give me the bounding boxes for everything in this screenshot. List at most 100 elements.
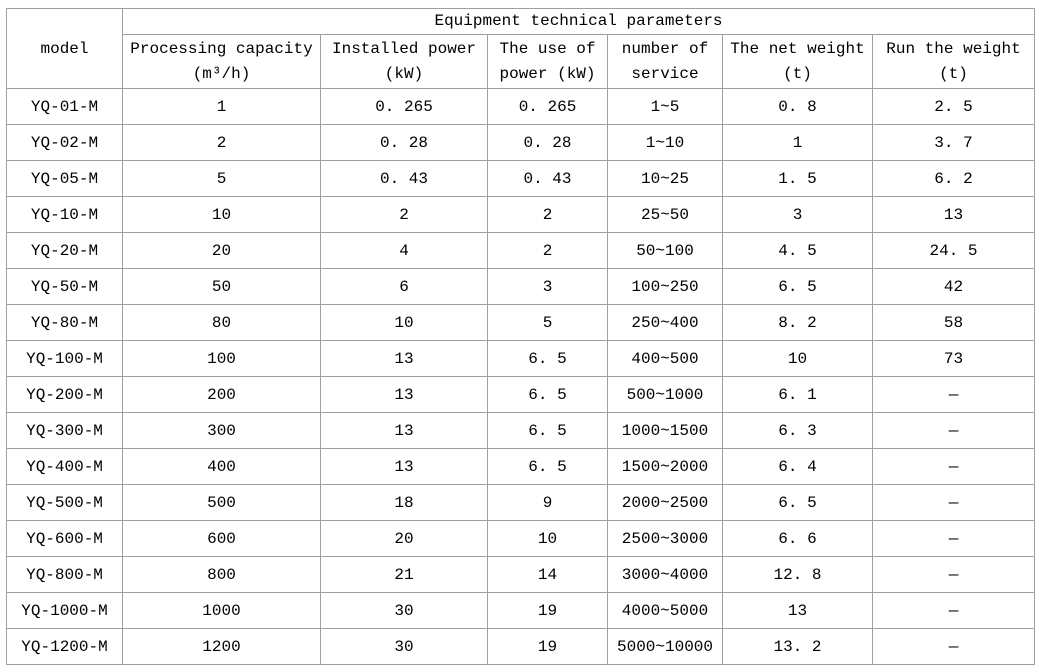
- model-cell: YQ-02-M: [6, 124, 123, 161]
- model-cell: YQ-05-M: [6, 160, 123, 197]
- model-cell: YQ-500-M: [6, 484, 123, 521]
- table-row: YQ-20-M 20 4 2 50~100 4. 5 24. 5: [6, 232, 1035, 269]
- table-row: YQ-05-M 5 0. 43 0. 43 10~25 1. 5 6. 2: [6, 160, 1035, 197]
- table-row: YQ-100-M 100 13 6. 5 400~500 10 73: [6, 340, 1035, 377]
- model-cell: YQ-200-M: [6, 376, 123, 413]
- model-column-header: model: [6, 8, 123, 89]
- value-cell: 100: [122, 340, 321, 377]
- value-cell: —: [872, 484, 1035, 521]
- model-cell: YQ-100-M: [6, 340, 123, 377]
- value-cell: 400~500: [607, 340, 723, 377]
- model-cell: YQ-300-M: [6, 412, 123, 449]
- value-cell: 100~250: [607, 268, 723, 305]
- value-cell: 1: [722, 124, 873, 161]
- column-header-use-of-power: The use of power (kW): [487, 34, 608, 89]
- value-cell: 13: [320, 448, 488, 485]
- table-row: YQ-80-M 80 10 5 250~400 8. 2 58: [6, 304, 1035, 341]
- value-cell: 58: [872, 304, 1035, 341]
- value-cell: 18: [320, 484, 488, 521]
- value-cell: 25~50: [607, 196, 723, 233]
- value-cell: 6. 5: [487, 376, 608, 413]
- table-row: YQ-400-M 400 13 6. 5 1500~2000 6. 4—: [6, 448, 1035, 485]
- value-cell: 800: [122, 556, 321, 593]
- value-cell: 250~400: [607, 304, 723, 341]
- table-row: YQ-1000-M 1000 30 19 4000~5000 13—: [6, 592, 1035, 629]
- value-cell: —: [872, 412, 1035, 449]
- value-cell: 14: [487, 556, 608, 593]
- value-cell: —: [872, 628, 1035, 665]
- value-cell: 50~100: [607, 232, 723, 269]
- value-cell: 10: [320, 304, 488, 341]
- value-cell: 0. 43: [320, 160, 488, 197]
- value-cell: 13: [320, 340, 488, 377]
- value-cell: 13: [320, 412, 488, 449]
- value-cell: 80: [122, 304, 321, 341]
- value-cell: 0. 8: [722, 88, 873, 125]
- value-cell: 73: [872, 340, 1035, 377]
- value-cell: 0. 28: [320, 124, 488, 161]
- value-cell: 10~25: [607, 160, 723, 197]
- value-cell: 1200: [122, 628, 321, 665]
- model-cell: YQ-01-M: [6, 88, 123, 125]
- value-cell: 13: [722, 592, 873, 629]
- value-cell: 19: [487, 628, 608, 665]
- value-cell: 6. 1: [722, 376, 873, 413]
- model-cell: YQ-400-M: [6, 448, 123, 485]
- value-cell: 8. 2: [722, 304, 873, 341]
- value-cell: 4. 5: [722, 232, 873, 269]
- table-row: YQ-500-M 500 18 9 2000~2500 6. 5—: [6, 484, 1035, 521]
- model-cell: YQ-800-M: [6, 556, 123, 593]
- model-cell: YQ-1000-M: [6, 592, 123, 629]
- value-cell: 30: [320, 592, 488, 629]
- value-cell: 13: [872, 196, 1035, 233]
- column-header-installed-power: Installed power (kW): [320, 34, 488, 89]
- value-cell: 6. 4: [722, 448, 873, 485]
- value-cell: —: [872, 520, 1035, 557]
- table-subheader-row: Processing capacity (m³/h) Installed pow…: [7, 34, 1035, 89]
- value-cell: —: [872, 448, 1035, 485]
- table-row: YQ-02-M 2 0. 28 0. 28 1~10 1 3. 7: [6, 124, 1035, 161]
- value-cell: 10: [487, 520, 608, 557]
- value-cell: —: [872, 376, 1035, 413]
- value-cell: 200: [122, 376, 321, 413]
- value-cell: 10: [122, 196, 321, 233]
- column-header-number-of-service: number of service: [607, 34, 723, 89]
- value-cell: 0. 265: [320, 88, 488, 125]
- model-cell: YQ-10-M: [6, 196, 123, 233]
- value-cell: 20: [122, 232, 321, 269]
- value-cell: 3. 7: [872, 124, 1035, 161]
- value-cell: —: [872, 556, 1035, 593]
- model-cell: YQ-50-M: [6, 268, 123, 305]
- value-cell: 2000~2500: [607, 484, 723, 521]
- value-cell: 300: [122, 412, 321, 449]
- value-cell: 2: [487, 232, 608, 269]
- column-header-net-weight: The net weight (t): [722, 34, 873, 89]
- value-cell: 21: [320, 556, 488, 593]
- value-cell: 12. 8: [722, 556, 873, 593]
- value-cell: 6. 5: [722, 268, 873, 305]
- table-title-row: model Equipment technical parameters: [6, 8, 1035, 89]
- value-cell: 19: [487, 592, 608, 629]
- value-cell: 0. 43: [487, 160, 608, 197]
- table-row: YQ-01-M 1 0. 265 0. 265 1~5 0. 8 2. 5: [6, 88, 1035, 125]
- value-cell: 10: [722, 340, 873, 377]
- value-cell: 30: [320, 628, 488, 665]
- value-cell: 6. 6: [722, 520, 873, 557]
- value-cell: 500: [122, 484, 321, 521]
- value-cell: 2: [122, 124, 321, 161]
- table-row: YQ-1200-M 1200 30 19 5000~10000 13. 2—: [6, 628, 1035, 665]
- value-cell: —: [872, 592, 1035, 629]
- value-cell: 13. 2: [722, 628, 873, 665]
- column-header-processing-capacity: Processing capacity (m³/h): [122, 34, 321, 89]
- model-cell: YQ-80-M: [6, 304, 123, 341]
- value-cell: 3: [487, 268, 608, 305]
- value-cell: 13: [320, 376, 488, 413]
- model-cell: YQ-20-M: [6, 232, 123, 269]
- value-cell: 6. 3: [722, 412, 873, 449]
- value-cell: 20: [320, 520, 488, 557]
- table-row: YQ-600-M 600 20 10 2500~3000 6. 6—: [6, 520, 1035, 557]
- value-cell: 1000: [122, 592, 321, 629]
- value-cell: 4: [320, 232, 488, 269]
- value-cell: 2. 5: [872, 88, 1035, 125]
